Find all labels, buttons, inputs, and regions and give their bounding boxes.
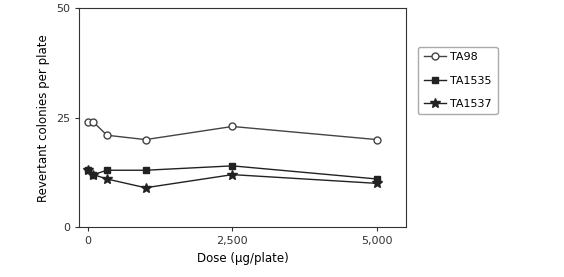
Line: TA1537: TA1537 [83,165,382,193]
TA1535 [229,164,236,168]
TA1535 [104,169,111,172]
Y-axis label: Revertant colonies per plate: Revertant colonies per plate [37,34,50,202]
TA98 [374,138,381,141]
Legend: TA98, TA1535, TA1537: TA98, TA1535, TA1537 [418,47,497,114]
TA98 [142,138,149,141]
Line: TA1535: TA1535 [85,163,380,182]
TA1537 [84,169,91,172]
TA98 [84,120,91,124]
TA98 [104,134,111,137]
TA1535 [142,169,149,172]
TA1537 [374,182,381,185]
X-axis label: Dose (μg/plate): Dose (μg/plate) [197,252,288,265]
TA98 [229,125,236,128]
TA1537 [229,173,236,176]
TA1535 [374,177,381,181]
Line: TA98: TA98 [84,119,381,143]
TA1535 [90,173,97,176]
TA1537 [90,173,97,176]
TA1535 [84,169,91,172]
TA1537 [142,186,149,189]
TA1537 [104,177,111,181]
TA98 [90,120,97,124]
